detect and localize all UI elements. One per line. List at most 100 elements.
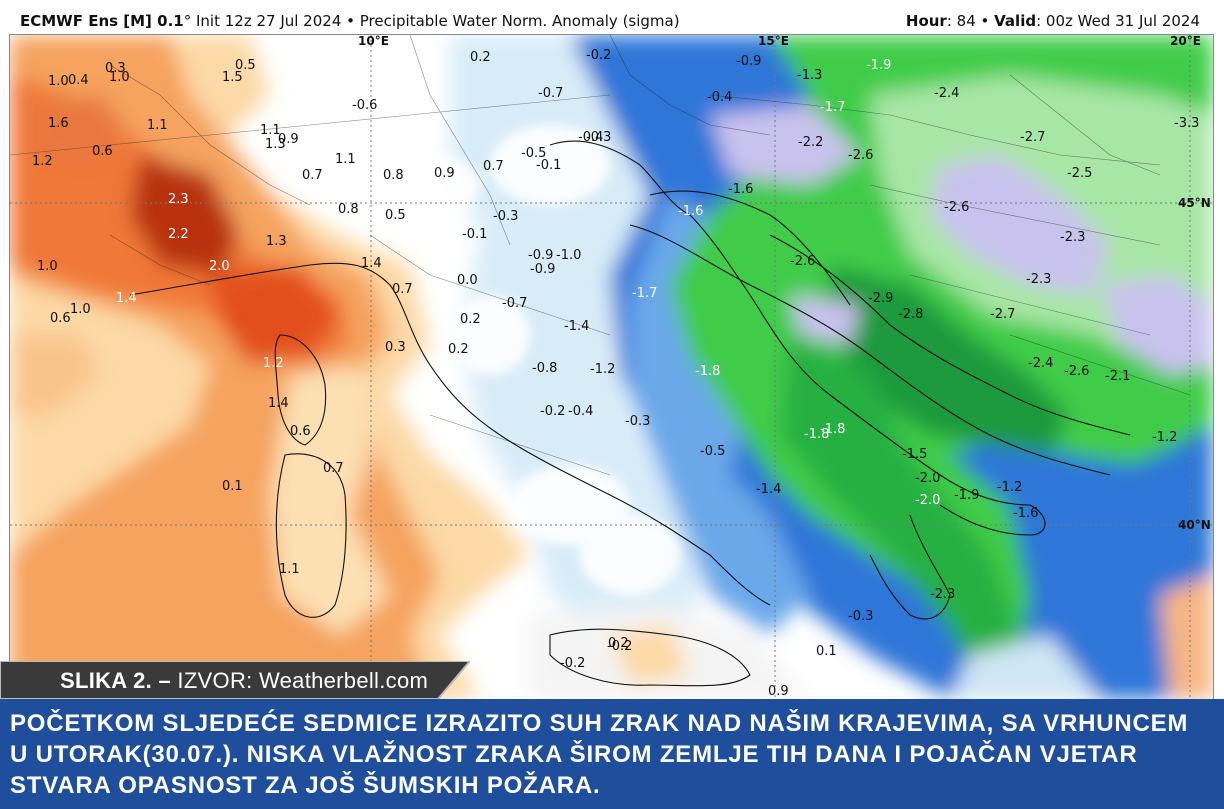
value-label: 0.8 — [338, 202, 359, 217]
source-credit-bar — [0, 661, 470, 699]
value-label: -2.3 — [1060, 230, 1085, 245]
value-label: -0.5 — [521, 146, 546, 161]
lat-label-40n: 40°N — [1178, 518, 1211, 532]
value-label: -1.6 — [728, 182, 753, 197]
value-label: 0.3 — [385, 340, 406, 355]
value-label: 1.4 — [116, 291, 137, 306]
value-label: 0.2 — [448, 342, 469, 357]
value-label: 1.1 — [147, 118, 168, 133]
coastlines — [129, 140, 1131, 687]
value-label: 1.3 — [266, 234, 287, 249]
lon-label-10e: 10°E — [358, 35, 389, 48]
value-label: -0.3 — [586, 130, 611, 145]
value-label: 1.4 — [361, 256, 382, 271]
value-label: 1.5 — [222, 70, 243, 85]
value-label: -0.9 — [736, 54, 761, 69]
value-label: 2.3 — [168, 192, 189, 207]
value-label: 0.7 — [323, 461, 344, 476]
value-label: -0.2 — [586, 48, 611, 63]
hour-value: : 84 — [946, 12, 976, 30]
model-name: ECMWF Ens [M] 0.1 — [20, 12, 184, 30]
field-name: Precipitable Water Norm. Anomaly (sigma) — [359, 12, 680, 30]
value-label: -1.9 — [866, 58, 891, 73]
value-label: -0.2 — [560, 656, 585, 671]
value-label: -2.6 — [944, 200, 969, 215]
value-label: 0.1 — [222, 479, 243, 494]
value-label: -2.5 — [1067, 166, 1092, 181]
source-name: IZVOR: Weatherbell.com — [177, 668, 429, 693]
value-label: 0.6 — [290, 424, 311, 439]
value-label: -2.7 — [990, 307, 1015, 322]
value-label: -2.7 — [1020, 130, 1045, 145]
value-label: 0.3 — [105, 61, 126, 76]
value-label: 2.0 — [209, 259, 230, 274]
map-title: ECMWF Ens [M] 0.1° Init 12z 27 Jul 2024 … — [20, 12, 680, 30]
separator: • — [341, 12, 360, 30]
value-label: -1.2 — [1152, 430, 1177, 445]
graticule — [10, 35, 1213, 699]
map-header: ECMWF Ens [M] 0.1° Init 12z 27 Jul 2024 … — [0, 0, 1224, 34]
value-label: 0.7 — [302, 168, 323, 183]
value-label: -1.6 — [678, 204, 703, 219]
value-label: -1.8 — [820, 422, 845, 437]
value-label: -1.0 — [556, 248, 581, 263]
lon-label-15e: 15°E — [758, 35, 789, 48]
value-label: 1.0 — [70, 302, 91, 317]
value-label: 0.7 — [392, 282, 413, 297]
lat-label-45n: 45°N — [1178, 196, 1211, 210]
valid-value: : 00z Wed 31 Jul 2024 — [1036, 12, 1200, 30]
value-label: -2.0 — [915, 471, 940, 486]
value-label: -1.4 — [564, 319, 589, 334]
init-time: ° Init 12z 27 Jul 2024 — [183, 12, 342, 30]
value-label: -0.1 — [462, 227, 487, 242]
value-label: -0.3 — [848, 609, 873, 624]
value-label: -2.1 — [1105, 369, 1130, 384]
value-label: 1.4 — [268, 396, 289, 411]
value-label: -0.9 — [528, 248, 553, 263]
value-label: -1.2 — [590, 362, 615, 377]
value-label: 0.9 — [434, 166, 455, 181]
value-label: -1.6 — [1013, 506, 1038, 521]
value-label: -2.6 — [848, 148, 873, 163]
value-label: 0.6 — [92, 144, 113, 159]
white-patches — [380, 125, 680, 595]
value-label: -1.4 — [756, 482, 781, 497]
value-label: -2.2 — [798, 135, 823, 150]
value-label: 0.2 — [608, 636, 629, 651]
valid-time: Hour: 84 • Valid: 00z Wed 31 Jul 2024 — [906, 12, 1200, 30]
value-label: 0.5 — [235, 58, 256, 73]
value-label: -0.4 — [568, 404, 593, 419]
value-label: 1.3 — [265, 137, 286, 152]
lon-label-20e: 20°E — [1170, 35, 1201, 48]
value-label: 0.9 — [278, 132, 299, 147]
value-label: 0.6 — [50, 311, 71, 326]
value-label: -1.8 — [695, 364, 720, 379]
value-label: 2.2 — [168, 227, 189, 242]
value-label: -0.4 — [707, 90, 732, 105]
value-label: 0.4 — [68, 73, 89, 88]
value-label: 1.0 — [109, 70, 130, 85]
caption-text: POČETKOM SLJEDEĆE SEDMICE IZRAZITO SUH Z… — [10, 710, 1189, 799]
value-label: -0.3 — [625, 414, 650, 429]
value-label: 1.1 — [335, 152, 356, 167]
value-label: 0.2 — [460, 312, 481, 327]
value-label: -2.6 — [1064, 364, 1089, 379]
value-label: -2.4 — [1028, 356, 1053, 371]
value-label: -2.4 — [934, 86, 959, 101]
value-label: 0.5 — [385, 208, 406, 223]
value-label: -1.9 — [954, 488, 979, 503]
value-label: -0.7 — [538, 86, 563, 101]
value-label: -1.8 — [804, 427, 829, 442]
value-label: -2.9 — [868, 291, 893, 306]
value-label: -1.3 — [797, 68, 822, 83]
map-canvas: 10°E 15°E 20°E 45°N 40°N 1.0 0.3 1.0 0.4… — [10, 35, 1213, 699]
value-label: -0.8 — [532, 361, 557, 376]
value-label: 1.2 — [263, 356, 284, 371]
value-label: 1.2 — [32, 154, 53, 169]
value-label: -0.9 — [530, 262, 555, 277]
value-label: -0.1 — [536, 158, 561, 173]
value-label: -1.5 — [902, 447, 927, 462]
value-label: 0.7 — [483, 159, 504, 174]
anomaly-labels: 1.0 0.3 1.0 0.4 0.5 1.5 1.6 1.1 0.6 1.2 … — [32, 48, 1199, 699]
valid-label: Valid — [994, 12, 1037, 30]
